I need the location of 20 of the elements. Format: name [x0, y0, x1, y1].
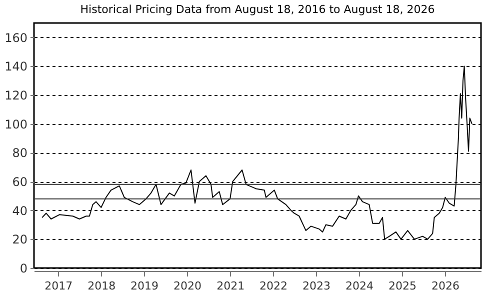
x-tick-label: 2020	[174, 280, 202, 292]
y-tick-label: 60	[12, 175, 28, 190]
x-tick-label: 2021	[216, 280, 245, 292]
x-tick-label: 2023	[302, 280, 330, 292]
x-tick-label: 2018	[88, 280, 116, 292]
x-tick-label: 2026	[431, 280, 460, 292]
x-tick-label: 2019	[130, 280, 159, 292]
chart-title: Historical Pricing Data from August 18, 2016 to August 18, 2026	[80, 3, 435, 16]
y-tick-label: 160	[4, 30, 28, 45]
y-tick-label: 100	[4, 117, 28, 132]
y-tick-label: 120	[4, 88, 28, 103]
x-tick-label: 2024	[345, 280, 374, 292]
y-tick-label: 80	[12, 146, 28, 160]
x-tick-label: 2017	[44, 280, 73, 292]
y-tick-label: 20	[12, 232, 28, 247]
y-tick-label: 0	[20, 262, 28, 276]
y-tick-label: 140	[4, 60, 28, 74]
x-tick-label: 2022	[260, 280, 288, 292]
x-tick-label: 2025	[388, 280, 417, 292]
y-tick-label: 40	[12, 204, 28, 218]
